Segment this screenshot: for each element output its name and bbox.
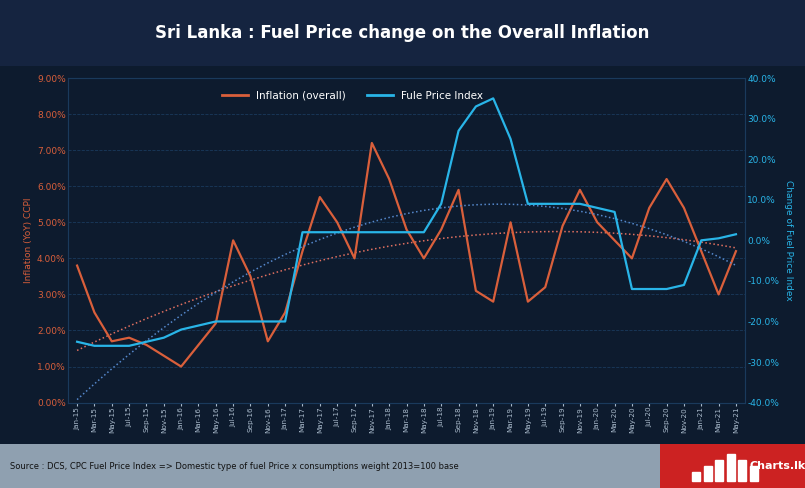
Bar — [692, 472, 700, 481]
Text: Source : DCS, CPC Fuel Price Index => Domestic type of fuel Price x consumptions: Source : DCS, CPC Fuel Price Index => Do… — [10, 462, 459, 470]
Bar — [704, 466, 712, 481]
Bar — [727, 454, 735, 481]
Y-axis label: Inflation (YoY) CCPI: Inflation (YoY) CCPI — [23, 198, 33, 283]
Text: Charts.lk: Charts.lk — [750, 461, 805, 471]
Bar — [715, 460, 723, 481]
Y-axis label: Change of Fuel Price Index: Change of Fuel Price Index — [783, 180, 793, 301]
Legend: Inflation (overall), Fule Price Index: Inflation (overall), Fule Price Index — [217, 86, 487, 105]
Bar — [738, 460, 746, 481]
Text: Sri Lanka : Fuel Price change on the Overall Inflation: Sri Lanka : Fuel Price change on the Ove… — [155, 24, 650, 42]
Bar — [750, 466, 758, 481]
